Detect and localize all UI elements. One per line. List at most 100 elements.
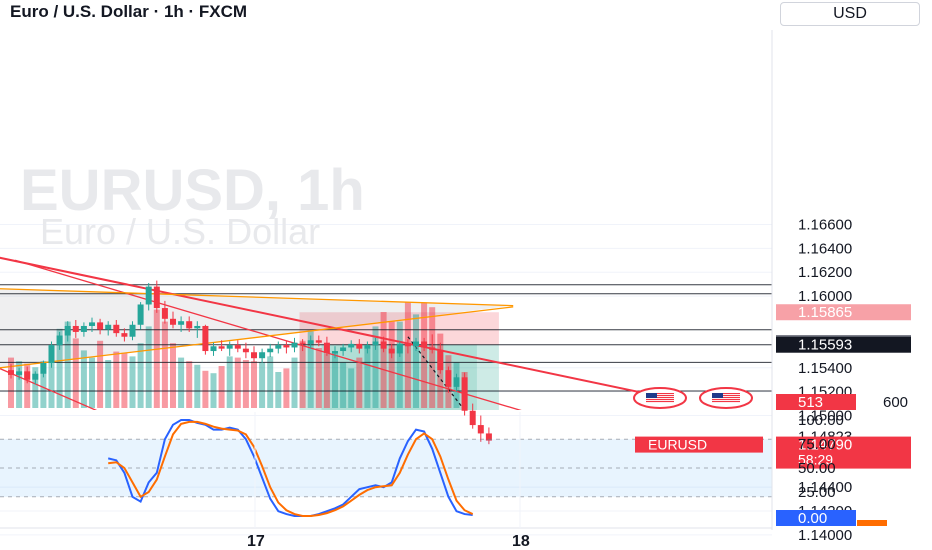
candle-up [453, 377, 460, 387]
volume-bar [404, 302, 411, 408]
volume-bar [202, 370, 209, 408]
stop-price-tag: 1.15865 [798, 304, 852, 321]
flag-stripe [712, 393, 740, 395]
flag-stripe [712, 399, 740, 401]
candle-down [299, 342, 306, 344]
candle-up [32, 373, 39, 380]
candle-up [275, 345, 282, 349]
volume-bar [129, 356, 136, 408]
candle-down [251, 352, 257, 359]
wedge-area [0, 288, 514, 368]
us-flag-icon[interactable] [633, 387, 687, 409]
candle-down [380, 341, 387, 349]
watermark-description: Euro / U.S. Dollar [40, 211, 320, 252]
volume-bar [340, 362, 347, 408]
price-axis[interactable]: 1.166001.164001.162001.160001.154001.152… [635, 216, 911, 550]
volume-bar [16, 361, 23, 408]
wedge-top-line [0, 288, 514, 307]
candle-down [234, 345, 241, 349]
flag-stripe [646, 393, 674, 395]
candle-up [396, 343, 403, 354]
time-axis[interactable]: 17 18 [0, 412, 772, 550]
candle-up [105, 324, 112, 330]
candle-up [340, 347, 347, 352]
volume-last-bg [776, 394, 856, 410]
stoch-tick-2: 50.00 [798, 460, 836, 477]
stoch-tick-1: 75.00 [798, 436, 836, 453]
candle-down [8, 370, 14, 375]
price-tick-partial: 600 [883, 394, 908, 411]
time-tick-1: 18 [512, 533, 530, 550]
us-flag-icon[interactable] [699, 387, 753, 409]
volume-bar [161, 321, 168, 408]
price-tick-2: 1.16200 [798, 264, 852, 281]
candle-up [16, 371, 23, 375]
candle-up [194, 325, 201, 329]
candle-down [421, 341, 428, 348]
stoch-d-last-marker [857, 520, 887, 526]
stoch-last-label: 0.00 [798, 510, 827, 527]
volume-bar [56, 328, 63, 408]
volume-bar [307, 331, 314, 408]
volume-bar [153, 309, 160, 408]
volume-bar [121, 352, 128, 408]
time-tick-0: 17 [247, 533, 265, 550]
volume-bar [186, 361, 193, 408]
trend-lines[interactable] [0, 256, 644, 484]
watermark-symbol: EURUSD, 1h [20, 158, 365, 223]
candle-down [404, 343, 411, 347]
volume-bar [8, 357, 14, 408]
volume-bar [421, 302, 428, 408]
candle-down [113, 324, 120, 334]
flag-stripe [646, 395, 674, 397]
volume-bar [32, 367, 39, 408]
stoch-k-line [107, 419, 473, 517]
candle-down [315, 340, 322, 343]
candle-up [129, 324, 136, 337]
candle-down [445, 370, 452, 387]
candle-down [161, 308, 168, 319]
volume-bar [194, 364, 201, 408]
volume-bar [89, 357, 95, 408]
candle-down [323, 342, 330, 354]
candles [8, 280, 492, 445]
volume-bar [315, 348, 322, 408]
price-tick-3: 1.16000 [798, 288, 852, 305]
volume-bar [259, 362, 266, 408]
volume-bar [388, 321, 395, 408]
volume-bar [226, 356, 233, 408]
candle-up [291, 342, 298, 348]
volume-bar [356, 357, 363, 408]
candle-up [48, 345, 55, 363]
volume-bar [64, 321, 71, 408]
flag-stripe [712, 397, 740, 399]
volume-bar [332, 351, 338, 408]
candle-down [97, 322, 104, 330]
price-tick-4: 1.15400 [798, 360, 852, 377]
last-price-label: 1.14790 [798, 437, 852, 454]
volume-bar [429, 307, 436, 408]
volume-bar [267, 356, 274, 408]
candle-up [210, 346, 217, 352]
candle-up [80, 325, 87, 332]
stochastic-pane [0, 419, 772, 517]
volume-bar [218, 366, 225, 408]
volume-bar [113, 351, 120, 408]
candle-up [307, 340, 314, 344]
flag-stripe [646, 397, 674, 399]
stoch-last-bg [776, 510, 856, 526]
steep-trend-line [14, 259, 522, 410]
candle-down [469, 410, 476, 426]
candle-down [283, 345, 290, 348]
candle-up [267, 348, 274, 353]
stop-price-tag-bg [776, 304, 911, 321]
candle-down [170, 318, 176, 325]
volume-bar [364, 348, 371, 408]
currency-button[interactable]: USD [780, 2, 920, 26]
event-markers[interactable] [633, 387, 753, 409]
watermark: EURUSD, 1h Euro / U.S. Dollar [20, 158, 365, 252]
volume-bar [234, 357, 241, 408]
symbol-tag-bg [635, 436, 763, 453]
candle-up [64, 325, 71, 336]
